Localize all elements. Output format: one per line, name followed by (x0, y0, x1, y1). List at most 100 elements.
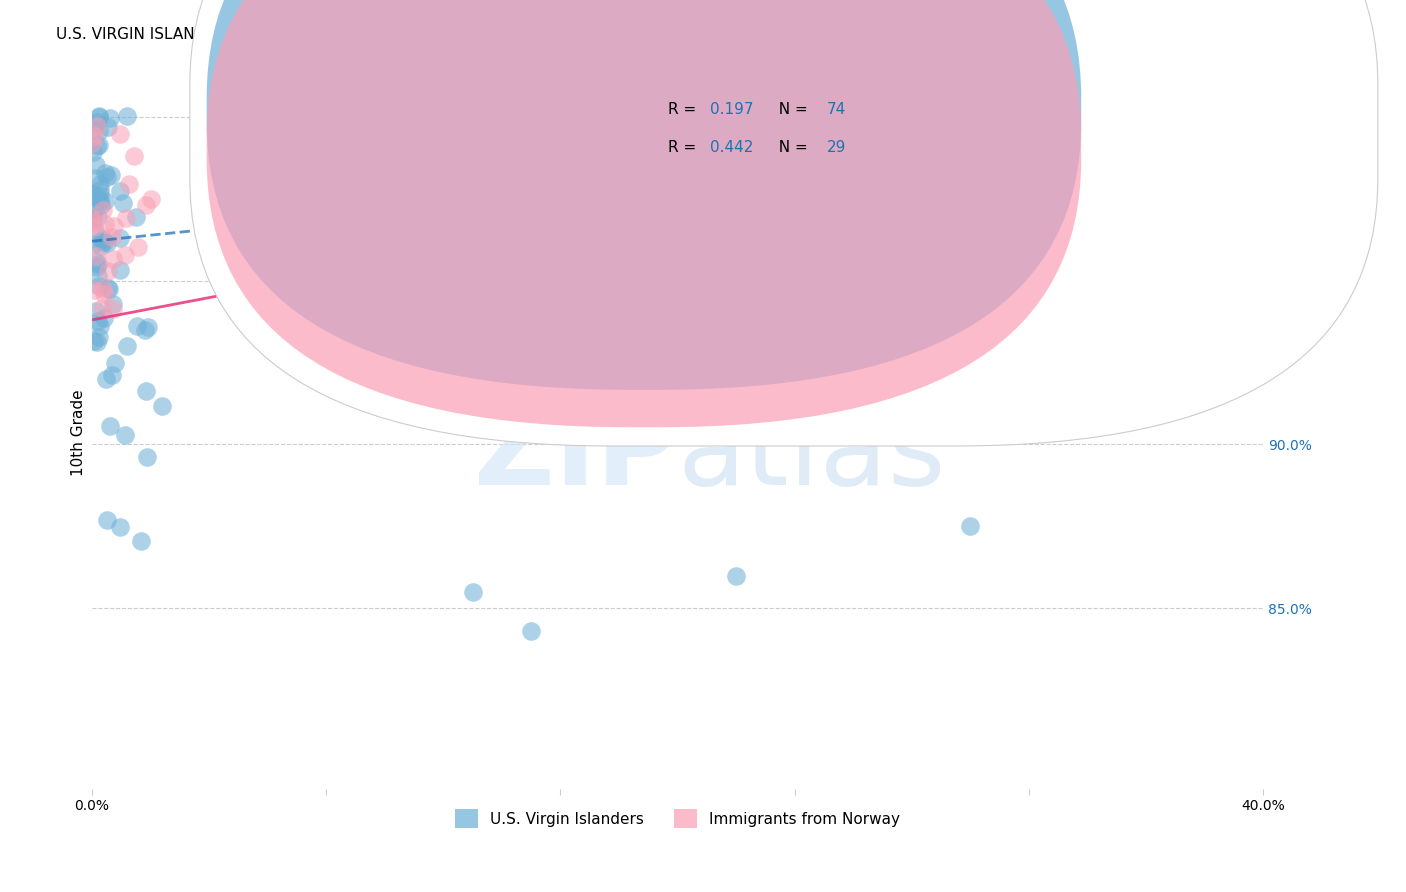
Point (127, 319, 149, 334)
Point (100, 168, 122, 182)
Point (86, 138, 108, 153)
Point (93, 235, 115, 249)
Text: 0.442: 0.442 (710, 140, 754, 154)
Point (100, 230, 122, 244)
Point (135, 198, 157, 212)
Point (86, 334, 108, 349)
Point (86, 119, 108, 133)
Point (84, 249, 107, 263)
Point (103, 301, 125, 316)
Point (96, 513, 118, 527)
Point (127, 240, 149, 254)
Point (84, 303, 107, 318)
Point (89, 177, 111, 191)
Point (108, 184, 131, 198)
Point (115, 109, 138, 123)
Point (136, 320, 159, 334)
Text: Source: ZipAtlas.com: Source: ZipAtlas.com (1216, 27, 1350, 40)
Point (959, 519, 981, 533)
Point (87, 279, 110, 293)
Point (80, 136, 103, 150)
Point (112, 196, 135, 211)
Point (90, 234, 112, 248)
Point (520, 624, 543, 639)
Text: N =: N = (769, 140, 813, 154)
Point (98, 418, 121, 433)
Point (129, 533, 152, 548)
Point (83, 284, 105, 298)
Point (83, 334, 105, 348)
Point (141, 192, 163, 206)
Point (98, 111, 121, 125)
Point (725, 568, 748, 582)
Point (90, 239, 112, 253)
Text: atlas: atlas (678, 401, 946, 508)
Point (86, 114, 108, 128)
Point (135, 384, 157, 398)
Point (91, 202, 114, 217)
Point (90, 301, 112, 315)
Point (80, 216, 103, 230)
Point (93, 310, 115, 325)
Point (1194, 106, 1216, 120)
Point (108, 262, 131, 277)
Point (89, 183, 111, 197)
Text: N =: N = (769, 103, 813, 117)
Point (96, 169, 118, 184)
Point (108, 520, 131, 534)
Point (82, 186, 104, 201)
Point (87, 124, 110, 138)
Point (87, 110, 110, 124)
Point (87, 268, 110, 283)
Point (97, 283, 120, 297)
Legend: U.S. Virgin Islanders, Immigrants from Norway: U.S. Virgin Islanders, Immigrants from N… (449, 804, 907, 834)
Point (90, 197, 112, 211)
Point (136, 450, 159, 464)
Point (886, 106, 908, 120)
Point (83, 224, 105, 238)
Point (80, 211, 103, 226)
Point (91, 232, 114, 246)
Point (82, 123, 104, 137)
Point (101, 297, 124, 311)
Text: U.S. VIRGIN ISLANDER VS IMMIGRANTS FROM NORWAY 10TH GRADE CORRELATION CHART: U.S. VIRGIN ISLANDER VS IMMIGRANTS FROM … (56, 27, 748, 42)
Point (114, 427, 136, 442)
Point (83, 237, 105, 252)
Point (117, 178, 139, 192)
Point (152, 399, 174, 413)
Text: 29: 29 (827, 140, 846, 154)
Point (122, 149, 145, 163)
Point (87, 257, 110, 271)
Point (89, 319, 111, 334)
Point (94, 218, 117, 232)
Point (108, 231, 131, 245)
Point (101, 368, 124, 382)
Point (461, 585, 484, 599)
Point (89, 194, 111, 208)
Point (83, 202, 105, 216)
Point (89, 109, 111, 123)
Point (89, 188, 111, 202)
Point (104, 355, 127, 369)
Point (84, 255, 107, 269)
Text: 74: 74 (827, 103, 846, 117)
Point (134, 323, 156, 337)
Point (84, 170, 107, 185)
Point (115, 339, 138, 353)
Point (87, 314, 110, 328)
Point (114, 248, 136, 262)
Point (84, 158, 107, 172)
Point (82, 145, 104, 160)
Point (97, 263, 120, 277)
Point (103, 252, 125, 266)
Point (91, 282, 114, 296)
Point (114, 211, 136, 226)
Point (87, 330, 110, 344)
Point (96, 235, 118, 250)
Point (83, 219, 105, 234)
Point (89, 138, 111, 153)
Point (97, 120, 120, 135)
Point (94, 166, 117, 180)
Point (82, 211, 104, 225)
Point (97, 280, 120, 294)
